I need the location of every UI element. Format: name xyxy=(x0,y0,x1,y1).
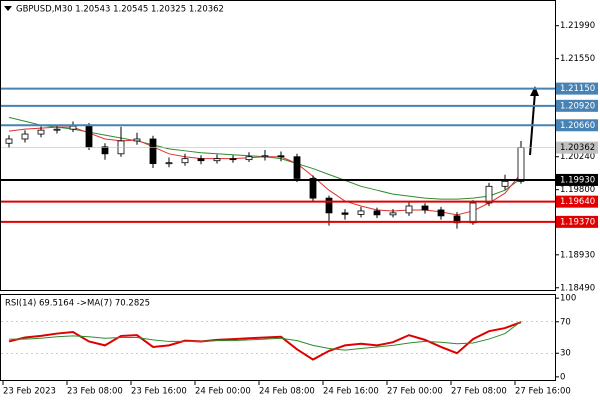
level-label-box xyxy=(556,195,598,208)
level-label-box xyxy=(556,82,598,95)
level-label-box xyxy=(556,119,598,132)
x-tick-label: 27 Feb 00:00 xyxy=(387,387,443,397)
y-tick-label: 1.18930 xyxy=(560,250,595,260)
candle-body xyxy=(485,185,493,204)
candle-body xyxy=(133,138,141,142)
candle-body xyxy=(325,197,333,214)
x-tick-label: 24 Feb 00:00 xyxy=(195,387,251,397)
candle-body xyxy=(277,155,285,158)
candle-body xyxy=(469,202,477,224)
candle-body xyxy=(21,133,29,140)
candle-body xyxy=(69,125,77,130)
candle-body xyxy=(357,210,365,215)
candle-body xyxy=(165,162,173,165)
x-tick-label: 24 Feb 16:00 xyxy=(323,387,379,397)
x-tick-label: 23 Feb 08:00 xyxy=(67,387,123,397)
level-label: 1.20920 xyxy=(560,101,595,111)
rsi-line xyxy=(9,321,522,351)
level-label: 1.19640 xyxy=(560,197,595,207)
level-label: 1.19930 xyxy=(560,175,595,185)
rsi-line xyxy=(8,321,522,361)
level-label-box xyxy=(556,215,598,228)
candle-body xyxy=(309,178,317,199)
y-tick-label: 1.21990 xyxy=(560,21,595,31)
candle-body xyxy=(181,158,189,164)
candle-body xyxy=(341,212,349,215)
level-label: 1.21150 xyxy=(560,84,595,94)
level-label-box xyxy=(556,99,598,112)
y-tick-label: 100 xyxy=(560,294,576,304)
y-tick-label: 1.20240 xyxy=(560,152,595,162)
candle-body xyxy=(261,155,269,158)
candle-body xyxy=(149,138,157,165)
chart-title: GBPUSD,M30 1.20543 1.20545 1.20325 1.203… xyxy=(16,5,224,15)
y-tick-label: 1.18490 xyxy=(560,283,595,293)
candle-body xyxy=(85,125,93,148)
candle-body xyxy=(37,129,45,135)
arrow-head xyxy=(530,86,539,96)
y-tick-label: 1.19800 xyxy=(560,185,595,195)
candle-body xyxy=(501,180,509,187)
price-panel xyxy=(0,0,556,291)
candle-body xyxy=(5,138,13,144)
candle-body xyxy=(53,128,61,131)
candle-body xyxy=(405,205,413,214)
candle-body xyxy=(293,156,301,179)
level-label: 1.20362 xyxy=(560,143,595,153)
level-label: 1.20660 xyxy=(560,121,595,131)
candle-body xyxy=(101,146,109,155)
arrow xyxy=(529,91,536,156)
rsi-title: RSI(14) 69.5164 ->MA(7) 70.2825 xyxy=(5,299,150,309)
candle-body xyxy=(421,205,429,211)
menu-arrow xyxy=(4,6,12,11)
candle-body xyxy=(373,210,381,216)
level-label-box xyxy=(556,173,598,186)
x-tick-label: 24 Feb 08:00 xyxy=(259,387,315,397)
y-tick-label: 0 xyxy=(560,372,565,382)
y-tick-label: 1.21550 xyxy=(560,54,595,64)
level-label-box xyxy=(556,141,598,154)
y-tick-label: 70 xyxy=(560,317,571,327)
level-label: 1.19370 xyxy=(560,217,595,227)
x-tick-label: 27 Feb 08:00 xyxy=(451,387,507,397)
candle-body xyxy=(245,156,253,161)
candle-body xyxy=(197,158,205,162)
y-tick-label: 30 xyxy=(560,349,571,359)
x-tick-label: 27 Feb 16:00 xyxy=(515,387,571,397)
candle-body xyxy=(229,158,237,161)
candle-body xyxy=(389,212,397,216)
candle-body xyxy=(517,147,525,182)
candle-body xyxy=(213,158,221,162)
x-tick-label: 23 Feb 2023 xyxy=(3,387,56,397)
candle-body xyxy=(437,209,445,217)
x-tick-label: 23 Feb 16:00 xyxy=(131,387,187,397)
